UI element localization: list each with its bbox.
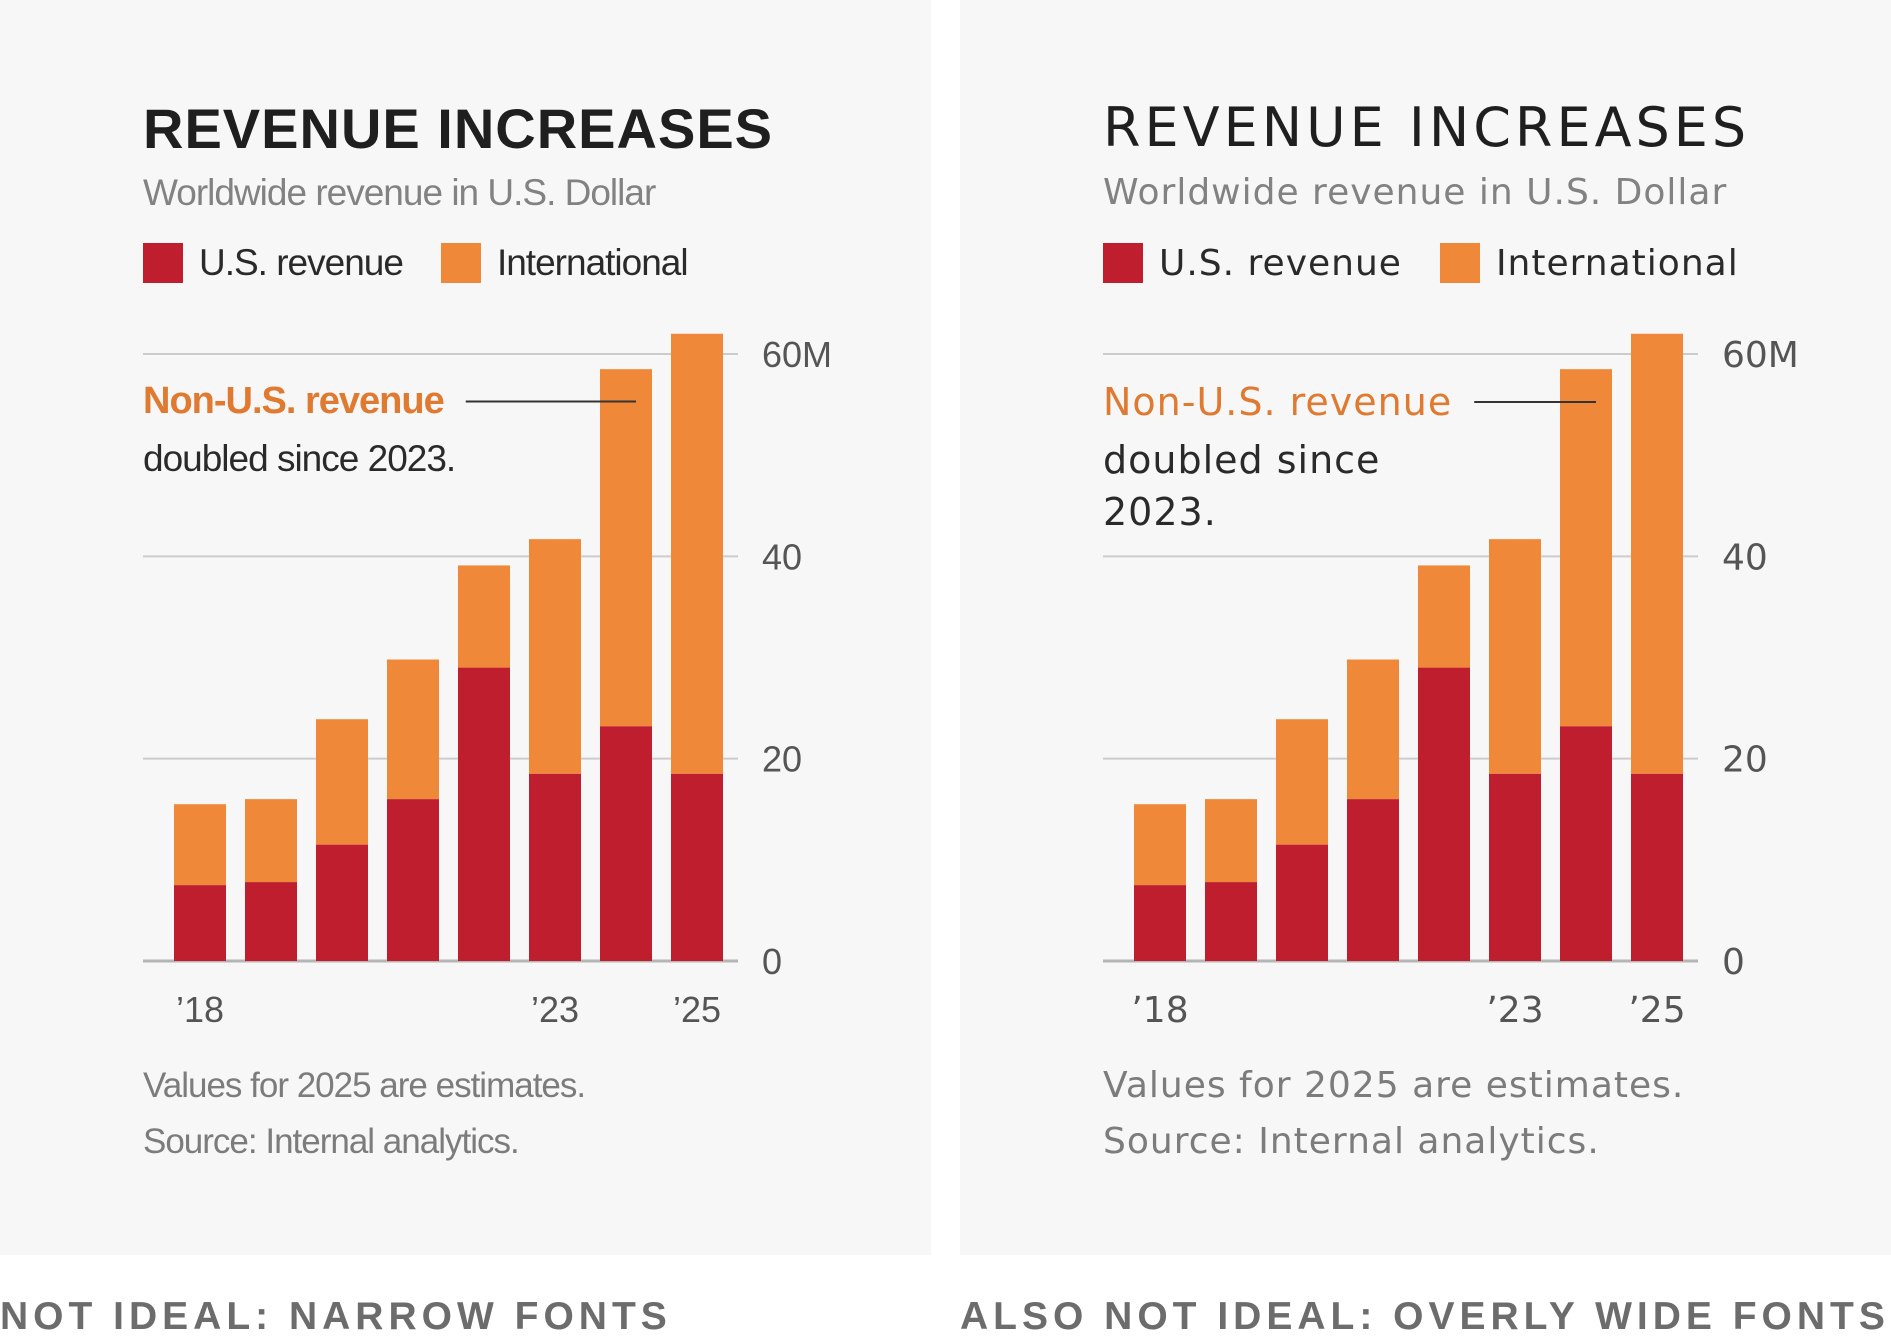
- legend-label-international: International: [496, 242, 689, 283]
- x-tick-label: ’25: [673, 989, 721, 1030]
- legend-swatch-us: [143, 243, 183, 283]
- y-tick-label: 40: [762, 536, 802, 577]
- note-source: Source: Internal analytics.: [1103, 1121, 1600, 1162]
- caption-narrow-fonts: NOT IDEAL: NARROW FONTS: [0, 1295, 672, 1338]
- chart-subtitle: Worldwide revenue in U.S. Dollar: [1103, 172, 1728, 213]
- bar-us-revenue: [1560, 726, 1612, 961]
- note-estimates: Values for 2025 are estimates.: [1103, 1065, 1685, 1106]
- annotation-text: doubled since 2023.: [143, 438, 456, 479]
- chart-subtitle: Worldwide revenue in U.S. Dollar: [143, 172, 656, 213]
- annotation-highlight: Non-U.S. revenue: [143, 380, 445, 422]
- note-source: Source: Internal analytics.: [143, 1122, 520, 1161]
- bar-international: [458, 565, 510, 668]
- bar-international: [1631, 333, 1683, 774]
- bar-international: [529, 539, 581, 774]
- legend-item-us: U.S. revenue: [1103, 243, 1402, 284]
- chart-panel-wide: REVENUE INCREASES Worldwide revenue in U…: [960, 0, 1891, 1255]
- legend-swatch-international: [440, 243, 481, 283]
- legend-swatch-us: [1103, 243, 1143, 283]
- bar-us-revenue: [671, 773, 723, 961]
- chart-title: REVENUE INCREASES: [143, 97, 774, 160]
- chart-annotation: Non-U.S. revenue doubled since 2023.: [143, 380, 456, 485]
- bar-us-revenue: [1631, 773, 1683, 961]
- bar-international: [671, 333, 723, 774]
- annotation-highlight: Non-U.S. revenue: [1103, 380, 1453, 424]
- bar-us-revenue: [245, 882, 297, 961]
- bar-international: [245, 799, 297, 883]
- legend-label-international: International: [1495, 242, 1739, 284]
- bar-us-revenue: [1418, 667, 1470, 961]
- caption-wide-fonts: ALSO NOT IDEAL: OVERLY WIDE FONTS: [960, 1295, 1890, 1338]
- chart-annotation: Non-U.S. revenue doubled since 2023.: [1103, 380, 1452, 538]
- legend-item-international: International: [1439, 242, 1739, 284]
- legend-label-us: U.S. revenue: [1159, 242, 1402, 284]
- y-tick-label: 20: [1722, 740, 1768, 781]
- bar-international: [1205, 799, 1257, 883]
- note-estimates: Values for 2025 are estimates.: [143, 1066, 586, 1105]
- bar-international: [1418, 565, 1470, 668]
- legend-item-us: U.S. revenue: [143, 242, 404, 284]
- x-tick-label: ’18: [1131, 990, 1188, 1031]
- chart-notes: Values for 2025 are estimates. Source: I…: [143, 1058, 586, 1170]
- y-tick-label: 40: [1722, 537, 1768, 578]
- y-tick-label: 60M: [762, 334, 832, 375]
- legend-swatch-international: [1439, 243, 1480, 283]
- x-tick-label: ’18: [176, 989, 224, 1030]
- bar-international: [387, 659, 439, 800]
- y-tick-label: 0: [762, 941, 782, 982]
- chart-notes: Values for 2025 are estimates. Source: I…: [1103, 1058, 1684, 1170]
- bar-international: [1347, 659, 1399, 800]
- bar-us-revenue: [1489, 773, 1541, 961]
- bar-us-revenue: [600, 726, 652, 961]
- bar-us-revenue: [387, 799, 439, 961]
- bar-us-revenue: [174, 885, 226, 961]
- bar-international: [1134, 804, 1186, 886]
- bar-international: [316, 719, 368, 845]
- bar-us-revenue: [1205, 882, 1257, 961]
- x-tick-label: ’25: [1628, 990, 1685, 1031]
- bar-international: [1560, 369, 1612, 727]
- legend: U.S. revenue International: [1103, 242, 1777, 284]
- chart-title: REVENUE INCREASES: [1103, 96, 1751, 159]
- bar-international: [1489, 539, 1541, 774]
- legend-item-international: International: [440, 242, 689, 284]
- bar-us-revenue: [1134, 885, 1186, 961]
- bar-us-revenue: [1347, 799, 1399, 961]
- y-tick-label: 60M: [1722, 335, 1799, 376]
- x-tick-label: ’23: [531, 989, 579, 1030]
- y-tick-label: 0: [1722, 942, 1745, 983]
- legend: U.S. revenue International: [143, 242, 726, 284]
- bar-us-revenue: [458, 667, 510, 961]
- bar-chart-plot: 0 20 40 60M ’18 ’23 ’25: [143, 333, 832, 1030]
- bar-us-revenue: [529, 773, 581, 961]
- bar-us-revenue: [316, 844, 368, 961]
- bar-us-revenue: [1276, 844, 1328, 961]
- y-tick-label: 20: [762, 739, 802, 780]
- bar-chart-plot: 0 20 40 60M ’18 ’23 ’25: [1103, 333, 1799, 1031]
- bar-international: [600, 369, 652, 727]
- chart-panel-narrow: REVENUE INCREASES Worldwide revenue in U…: [0, 0, 931, 1255]
- legend-label-us: U.S. revenue: [199, 242, 404, 283]
- bar-international: [1276, 719, 1328, 845]
- annotation-text: doubled since 2023.: [1103, 438, 1381, 534]
- bar-international: [174, 804, 226, 886]
- x-tick-label: ’23: [1486, 990, 1543, 1031]
